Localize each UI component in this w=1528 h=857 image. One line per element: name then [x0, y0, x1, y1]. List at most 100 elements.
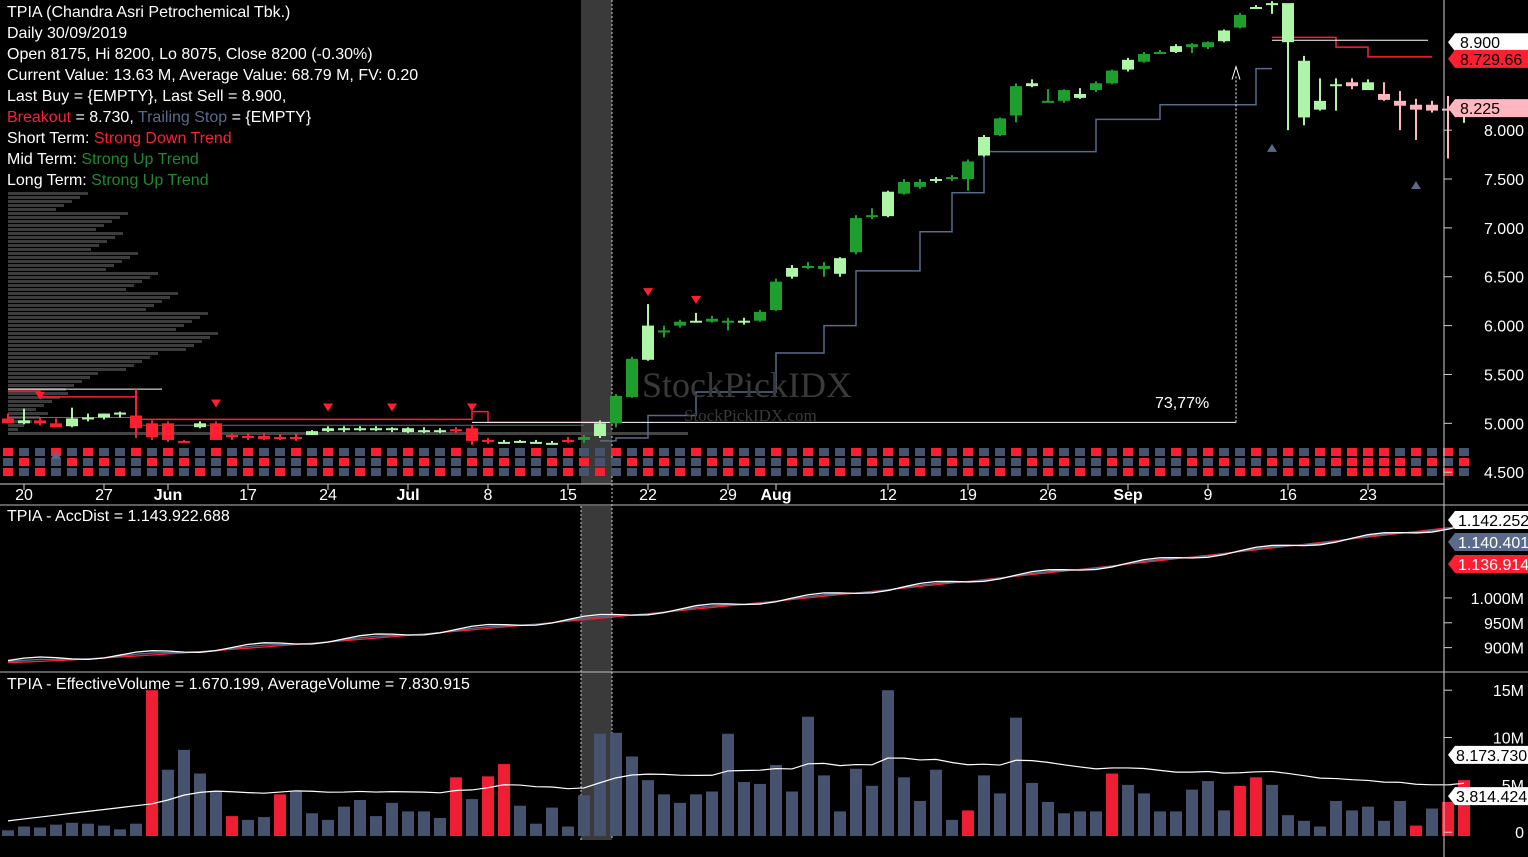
- signal-square: [147, 468, 157, 476]
- signal-square: [227, 458, 237, 466]
- volume-bar: [498, 764, 510, 836]
- signal-square: [867, 468, 877, 476]
- volume-bar: [1090, 811, 1102, 836]
- volume-bar: [18, 826, 30, 836]
- signal-square: [1315, 458, 1325, 466]
- signal-square: [1251, 458, 1261, 466]
- signal-square: [1027, 448, 1037, 456]
- candle-body: [1042, 100, 1054, 103]
- signal-square: [515, 448, 525, 456]
- signal-square: [771, 468, 781, 476]
- signal-square: [323, 448, 333, 456]
- y-tick-label: 7.500: [1484, 172, 1524, 189]
- volume-bar: [210, 791, 222, 836]
- signal-square: [1283, 448, 1293, 456]
- candle-body: [578, 437, 590, 440]
- volume-profile-bar: [8, 348, 186, 351]
- volume-bar: [1346, 810, 1358, 836]
- volume-bar: [194, 773, 206, 836]
- signal-square: [787, 448, 797, 456]
- signal-square: [1155, 448, 1165, 456]
- price-label-box: [1448, 49, 1528, 68]
- signal-square: [883, 468, 893, 476]
- signal-square: [1139, 448, 1149, 456]
- signal-square: [1331, 468, 1341, 476]
- volume-bar: [1442, 801, 1454, 836]
- volume-bar: [1282, 815, 1294, 836]
- candle-body: [1378, 93, 1390, 100]
- signal-square: [435, 458, 445, 466]
- volume-bar: [50, 824, 62, 836]
- candle-body: [514, 440, 526, 443]
- x-tick-label: 24: [319, 487, 337, 504]
- volume-profile-bar: [8, 352, 158, 355]
- accdist-panel: [7, 524, 1465, 664]
- y-tick-label: 10M: [1493, 731, 1524, 748]
- candle-body: [466, 428, 478, 441]
- signal-square: [51, 468, 61, 476]
- signal-square: [1379, 448, 1389, 456]
- volume-profile-bar: [8, 384, 74, 387]
- volume-profile-bar: [8, 192, 88, 195]
- signal-square: [131, 468, 141, 476]
- candle-body: [114, 412, 126, 415]
- volume-profile-bar: [8, 240, 107, 243]
- candle-body: [1154, 51, 1166, 54]
- candle-body: [1074, 93, 1086, 98]
- signal-square: [611, 448, 621, 456]
- signal-square: [483, 448, 493, 456]
- signal-square: [403, 468, 413, 476]
- signal-square: [915, 458, 925, 466]
- volume-bar: [610, 732, 622, 836]
- signal-square: [1187, 448, 1197, 456]
- x-tick-label: 9: [1204, 487, 1213, 504]
- volume-bar: [1106, 773, 1118, 836]
- candle-body: [674, 321, 686, 326]
- volume-profile-bar: [8, 208, 56, 211]
- volume-profile-bar: [8, 404, 44, 407]
- signal-square: [355, 458, 365, 466]
- y-tick-label: 5.000: [1484, 416, 1524, 433]
- signal-square: [1043, 448, 1053, 456]
- volume-bar: [2, 830, 14, 836]
- y-tick-label: 0: [1515, 825, 1524, 842]
- signal-square: [35, 448, 45, 456]
- signal-square: [1235, 458, 1245, 466]
- signal-square: [419, 458, 429, 466]
- volume-label: TPIA - EffectiveVolume = 1.670.199, Aver…: [7, 676, 470, 693]
- long-term-label: Long Term:: [7, 172, 92, 189]
- signal-square: [387, 458, 397, 466]
- signal-square: [67, 468, 77, 476]
- signal-square: [1331, 458, 1341, 466]
- candle-body: [626, 358, 638, 397]
- signal-square: [1027, 458, 1037, 466]
- volume-bar: [834, 811, 846, 836]
- volume-value-box: [1448, 787, 1528, 806]
- highlight-band-price: [581, 0, 612, 484]
- x-tick-label: Sep: [1113, 487, 1143, 504]
- signal-square: [483, 458, 493, 466]
- signal-square: [835, 448, 845, 456]
- candle-body: [898, 181, 910, 194]
- signal-square: [387, 448, 397, 456]
- candle-body: [946, 177, 958, 180]
- volume-profile-bar: [8, 328, 176, 331]
- x-tick-label: 17: [239, 487, 257, 504]
- signal-square: [243, 468, 253, 476]
- volume-profile-bar: [8, 372, 98, 375]
- signal-square: [1219, 448, 1229, 456]
- signal-square: [755, 468, 765, 476]
- signal-square: [1091, 448, 1101, 456]
- signal-square: [3, 448, 13, 456]
- price-panel: [2, 1, 1470, 476]
- signal-square: [1203, 468, 1213, 476]
- signal-square: [1283, 468, 1293, 476]
- candle-body: [194, 423, 206, 428]
- signal-square: [99, 448, 109, 456]
- accdist-value-box: [1448, 555, 1528, 573]
- volume-bar: [1362, 806, 1374, 836]
- signal-square: [1411, 458, 1421, 466]
- signal-square: [691, 458, 701, 466]
- volume-bar: [1298, 820, 1310, 836]
